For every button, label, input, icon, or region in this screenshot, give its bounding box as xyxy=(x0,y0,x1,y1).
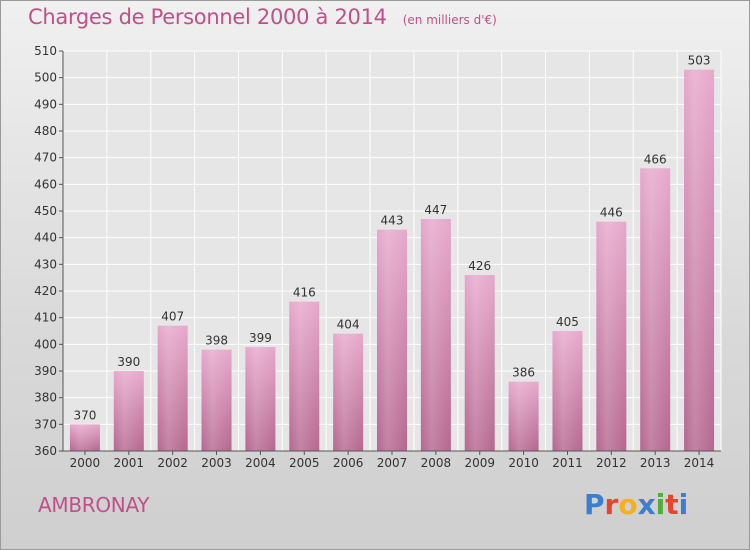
bar-highlight xyxy=(640,168,671,452)
y-tick-label: 380 xyxy=(34,391,57,405)
bar-highlight xyxy=(157,325,188,451)
x-tick-label: 2012 xyxy=(596,456,627,470)
y-tick-label: 500 xyxy=(34,71,57,85)
chart-title: Charges de Personnel 2000 à 2014 xyxy=(28,5,387,29)
bar-highlight xyxy=(289,301,320,451)
y-tick-label: 400 xyxy=(34,337,57,351)
x-axis-ticks: 2000 2001 2002 2003 2004 2005 2006 2007 2008 2009… xyxy=(70,451,715,470)
logo-letter: r xyxy=(604,488,619,521)
value-label: 426 xyxy=(468,259,491,273)
y-tick-label: 460 xyxy=(34,177,57,191)
y-tick-label: 420 xyxy=(34,284,57,298)
logo-letter: i xyxy=(678,488,689,521)
title-row: Charges de Personnel 2000 à 2014 (en mill… xyxy=(28,5,497,29)
y-tick-label: 490 xyxy=(34,97,57,111)
y-tick-label: 510 xyxy=(34,44,57,58)
y-tick-label: 390 xyxy=(34,364,57,378)
value-label: 443 xyxy=(381,214,404,228)
axes xyxy=(62,51,721,452)
bar-highlight xyxy=(245,347,276,451)
commune-name: AMBRONAY xyxy=(38,493,150,517)
value-label: 370 xyxy=(73,408,96,422)
logo-letter: i xyxy=(655,488,666,521)
bar-highlight xyxy=(333,333,364,451)
y-tick-label: 440 xyxy=(34,231,57,245)
logo-letter: t xyxy=(665,488,679,521)
value-label: 399 xyxy=(249,331,272,345)
x-tick-label: 2010 xyxy=(508,456,539,470)
y-tick-label: 370 xyxy=(34,417,57,431)
bar-highlight xyxy=(508,381,539,451)
proxiti-logo: Proxiti xyxy=(584,488,688,521)
y-tick-label: 470 xyxy=(34,151,57,165)
value-label: 407 xyxy=(161,310,184,324)
x-tick-label: 2000 xyxy=(70,456,101,470)
chart-unit: (en milliers d'€) xyxy=(402,13,497,27)
y-tick-label: 360 xyxy=(34,444,57,458)
x-tick-label: 2002 xyxy=(157,456,188,470)
y-tick-label: 480 xyxy=(34,124,57,138)
value-label: 447 xyxy=(424,203,447,217)
y-axis-ticks: 360 370 380 390 400 410 420 430 440 450 460 470 480 4… xyxy=(34,44,63,458)
bar-highlight xyxy=(552,331,583,451)
y-tick-label: 430 xyxy=(34,257,57,271)
value-label: 386 xyxy=(512,366,535,380)
bar-highlight xyxy=(464,275,495,451)
x-tick-label: 2006 xyxy=(333,456,364,470)
bars xyxy=(69,69,715,452)
x-tick-label: 2001 xyxy=(114,456,145,470)
logo-letter: x xyxy=(637,488,656,521)
y-tick-label: 410 xyxy=(34,311,57,325)
value-label: 503 xyxy=(688,54,711,68)
x-tick-label: 2011 xyxy=(552,456,583,470)
x-tick-label: 2008 xyxy=(421,456,452,470)
value-label: 405 xyxy=(556,315,579,329)
bar-highlight xyxy=(201,349,232,451)
value-label: 398 xyxy=(205,334,228,348)
bar-highlight xyxy=(113,371,144,451)
value-label: 446 xyxy=(600,206,623,220)
value-label: 416 xyxy=(293,286,316,300)
x-tick-label: 2013 xyxy=(640,456,671,470)
bar-highlight xyxy=(684,69,715,452)
x-tick-label: 2009 xyxy=(464,456,495,470)
y-tick-label: 450 xyxy=(34,204,57,218)
bar-highlight xyxy=(69,424,100,451)
bar-highlight xyxy=(420,219,451,451)
x-tick-label: 2005 xyxy=(289,456,320,470)
value-label: 404 xyxy=(337,318,360,332)
value-label: 466 xyxy=(644,152,667,166)
x-tick-label: 2004 xyxy=(245,456,276,470)
x-tick-label: 2014 xyxy=(684,456,715,470)
value-label: 390 xyxy=(117,355,140,369)
x-tick-label: 2003 xyxy=(201,456,232,470)
bar-highlight xyxy=(596,221,627,451)
logo-letter: P xyxy=(584,488,605,521)
x-tick-label: 2007 xyxy=(377,456,408,470)
value-labels: 370 390 407 398 399 416 404 443 447 426 386 405 446 4… xyxy=(73,54,710,423)
logo-letter: o xyxy=(618,488,638,521)
bar-highlight xyxy=(377,229,407,451)
